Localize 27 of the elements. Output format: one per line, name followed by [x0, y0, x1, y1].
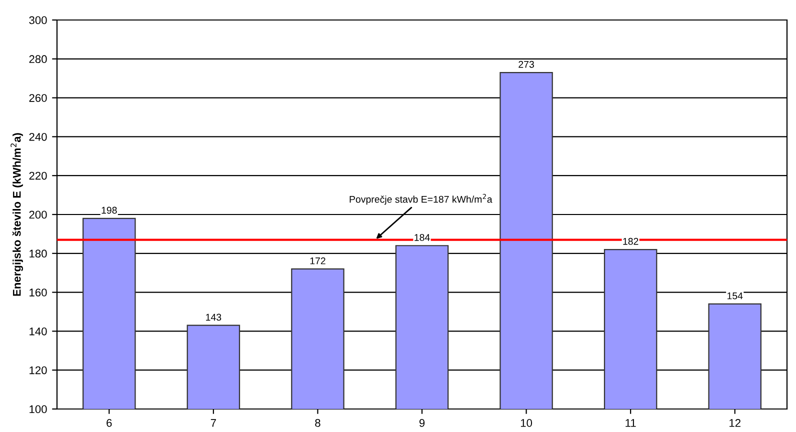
x-tick-label: 6: [106, 419, 112, 427]
y-tick-label: 240: [29, 132, 47, 141]
x-tick-label: 12: [730, 419, 740, 427]
x-tick-label: 7: [210, 419, 216, 427]
y-tick-label: 100: [30, 405, 47, 414]
y-tick-label: 200: [29, 210, 47, 219]
data-label: 273: [518, 60, 534, 68]
data-label: 198: [102, 206, 117, 214]
data-label: 154: [727, 292, 743, 300]
x-tick-label: 10: [520, 419, 532, 427]
y-tick-label: 160: [30, 288, 47, 296]
y-tick-label: 300: [29, 16, 47, 24]
y-tick-label: 180: [30, 250, 47, 258]
data-label: 143: [206, 314, 222, 321]
data-label: 182: [623, 238, 638, 245]
y-tick-label: 120: [30, 366, 47, 374]
y-tick-label: 140: [30, 327, 47, 336]
x-tick-label: 8: [315, 419, 320, 427]
data-label: 172: [310, 257, 326, 264]
data-label: 184: [414, 234, 430, 241]
y-tick-label: 260: [29, 94, 47, 102]
x-tick-label: 9: [419, 419, 425, 427]
y-axis-title: Energijsko število E (kWh/m$^{2}$a): [10, 133, 24, 296]
ref-line-label: Povprečje stavb E=187 kWh/m$^{2}$a: [350, 194, 492, 205]
y-tick-label: 220: [29, 172, 47, 180]
x-tick-label: 11: [626, 419, 636, 427]
y-tick-label: 280: [29, 55, 47, 64]
